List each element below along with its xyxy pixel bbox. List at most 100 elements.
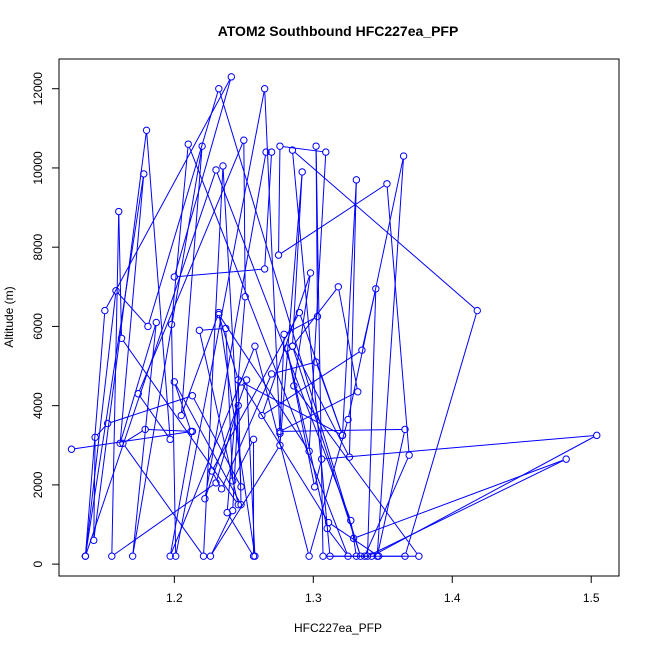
series-segment xyxy=(174,79,231,274)
data-point xyxy=(142,126,151,135)
data-point xyxy=(295,308,304,317)
data-point xyxy=(217,485,226,493)
data-point xyxy=(262,148,270,156)
data-point xyxy=(352,176,361,184)
data-point xyxy=(399,152,408,160)
series-segment xyxy=(222,169,242,484)
data-point xyxy=(152,318,160,327)
series-segment xyxy=(85,293,117,554)
data-point xyxy=(298,168,306,176)
data-point xyxy=(219,162,227,170)
series-segment xyxy=(386,186,410,453)
data-point xyxy=(319,552,327,560)
data-point xyxy=(322,148,330,156)
data-point xyxy=(128,552,137,560)
data-point xyxy=(267,148,276,156)
data-point xyxy=(170,378,179,386)
data-point xyxy=(91,433,99,442)
series-segment xyxy=(287,351,315,484)
data-point xyxy=(260,265,269,273)
series-segment xyxy=(324,435,594,460)
data-point xyxy=(593,431,601,440)
series-segment xyxy=(328,530,347,554)
data-point xyxy=(199,552,208,560)
data-point xyxy=(198,142,206,150)
series-segment xyxy=(138,142,244,392)
data-point xyxy=(349,534,358,543)
series-segment xyxy=(278,149,281,252)
data-point xyxy=(184,140,192,148)
data-point xyxy=(166,435,174,444)
series-segment xyxy=(125,430,143,443)
series-segment xyxy=(177,268,262,278)
series-segment xyxy=(370,460,564,556)
data-point xyxy=(215,85,223,93)
y-tick-label: 10000 xyxy=(31,151,45,185)
series-segment xyxy=(226,299,246,510)
series-segment xyxy=(350,523,357,554)
series-segment xyxy=(199,333,239,502)
data-point xyxy=(144,322,152,331)
data-point xyxy=(116,439,124,447)
data-point xyxy=(241,293,249,301)
data-point xyxy=(208,467,216,475)
series-segment xyxy=(211,513,232,554)
data-point xyxy=(383,180,391,188)
x-axis: 1.2 1.3 1.4 1.5 xyxy=(166,575,600,605)
data-point xyxy=(228,506,237,515)
data-point xyxy=(237,378,245,386)
data-point xyxy=(310,483,319,491)
series-segment xyxy=(264,351,360,415)
series-segment xyxy=(181,315,219,413)
series-segment xyxy=(282,392,356,431)
data-point xyxy=(313,312,322,321)
series-segment xyxy=(148,91,219,324)
data-point xyxy=(317,455,326,463)
data-point xyxy=(274,251,283,259)
series-segment xyxy=(96,425,106,436)
data-point xyxy=(267,370,276,378)
series-segment xyxy=(110,396,190,423)
x-axis-label: HFC227ea_PFP xyxy=(294,621,382,635)
data-point xyxy=(288,342,297,350)
series-segment xyxy=(233,441,253,479)
series-segment xyxy=(349,183,357,454)
data-point xyxy=(347,516,355,525)
data-point xyxy=(260,85,269,93)
data-point xyxy=(354,388,362,396)
data-point xyxy=(222,324,230,333)
data-point xyxy=(103,419,112,428)
series-segment xyxy=(243,382,340,435)
data-point xyxy=(562,455,570,463)
series-segment xyxy=(309,422,348,554)
series-segment xyxy=(225,331,234,478)
series-segment xyxy=(264,155,272,266)
data-point xyxy=(187,427,195,436)
series-segment xyxy=(111,214,120,554)
data-point xyxy=(234,500,242,509)
data-point xyxy=(344,552,352,560)
series-segment xyxy=(330,523,377,555)
series-segment xyxy=(132,325,157,554)
data-point xyxy=(367,552,376,560)
data-point xyxy=(324,518,333,527)
data-point xyxy=(363,552,372,560)
data-point xyxy=(401,552,409,560)
series-segment xyxy=(308,155,327,449)
chart-title: ATOM2 Southbound HFC227ea_PFP xyxy=(218,23,459,39)
series-segment xyxy=(124,445,203,554)
series-segment xyxy=(174,384,191,429)
data-point xyxy=(172,552,180,560)
data-point xyxy=(215,310,223,319)
data-point xyxy=(312,358,320,366)
data-point xyxy=(240,136,248,144)
data-point xyxy=(361,552,369,560)
data-point xyxy=(344,415,352,424)
data-point xyxy=(280,330,288,339)
y-axis: 0 2000 4000 6000 8000 10000 12000 xyxy=(31,72,60,567)
data-point xyxy=(290,382,298,390)
data-point xyxy=(201,495,209,503)
series-segment xyxy=(222,376,271,487)
series-segment xyxy=(356,459,564,538)
series-layer xyxy=(67,73,601,560)
